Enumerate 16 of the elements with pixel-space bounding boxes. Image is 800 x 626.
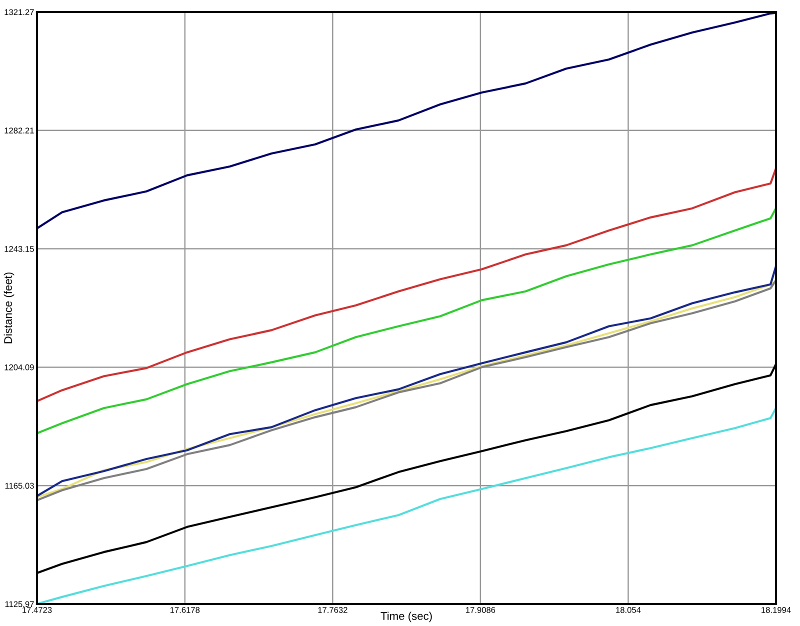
y-tick-label: 1243.15 xyxy=(4,246,34,252)
x-tick-label: 18.1994 xyxy=(762,607,791,613)
x-axis-title: Time (sec) xyxy=(380,612,432,622)
y-tick-label: 1282.21 xyxy=(4,128,34,134)
x-tick-label: 17.4723 xyxy=(22,607,52,613)
x-tick-label: 17.6178 xyxy=(170,607,200,613)
x-tick-label: 17.7632 xyxy=(318,607,348,613)
x-tick-label: 18.054 xyxy=(616,607,641,613)
line-series xyxy=(37,207,776,434)
y-axis-title: Distance (feet) xyxy=(4,272,14,344)
y-tick-label: 1125.97 xyxy=(5,601,34,608)
line-series xyxy=(37,167,776,402)
y-tick-label: 1165.03 xyxy=(5,482,34,489)
x-tick-label: 17.9086 xyxy=(466,607,496,613)
y-tick-label: 1204.09 xyxy=(4,364,34,370)
y-tick-label: 1321.27 xyxy=(4,9,34,16)
